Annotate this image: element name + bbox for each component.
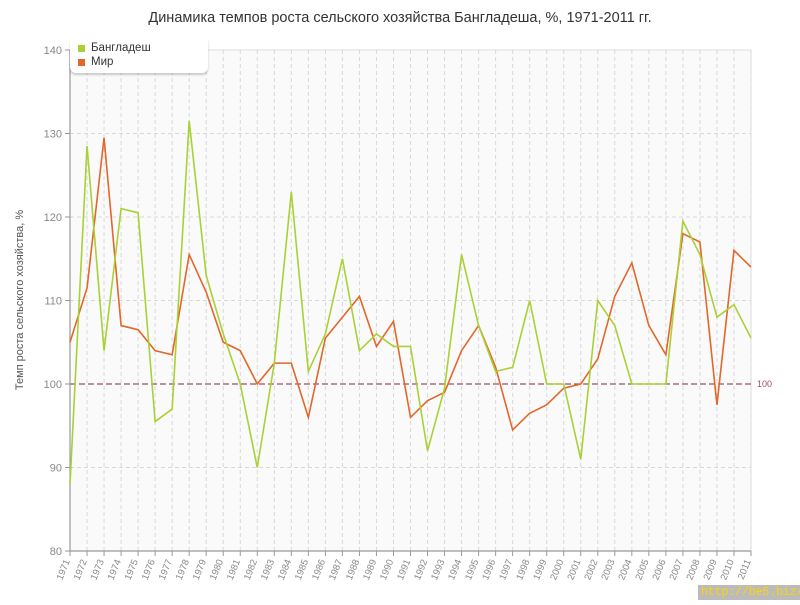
svg-text:1984: 1984 [276, 558, 294, 582]
svg-text:1978: 1978 [174, 558, 192, 582]
svg-text:1997: 1997 [497, 558, 515, 582]
svg-text:1987: 1987 [327, 558, 345, 582]
svg-text:1973: 1973 [89, 558, 107, 582]
svg-text:100: 100 [757, 379, 772, 389]
svg-text:1971: 1971 [55, 558, 73, 582]
svg-text:1976: 1976 [140, 558, 158, 582]
svg-text:130: 130 [44, 129, 62, 141]
svg-text:1994: 1994 [446, 558, 464, 582]
svg-text:2008: 2008 [685, 558, 703, 582]
svg-text:1996: 1996 [480, 558, 498, 582]
svg-text:2007: 2007 [668, 558, 686, 582]
svg-text:140: 140 [44, 45, 62, 57]
svg-text:1988: 1988 [344, 558, 362, 582]
svg-text:1985: 1985 [293, 558, 311, 582]
svg-text:1986: 1986 [310, 558, 328, 582]
svg-text:2011: 2011 [736, 558, 754, 581]
svg-text:2006: 2006 [651, 558, 669, 582]
svg-text:2009: 2009 [702, 558, 720, 582]
svg-text:100: 100 [44, 379, 62, 391]
svg-text:1977: 1977 [157, 558, 175, 582]
svg-text:1975: 1975 [123, 558, 141, 582]
svg-text:1972: 1972 [72, 558, 90, 582]
svg-text:1993: 1993 [429, 558, 447, 582]
svg-text:1974: 1974 [106, 558, 124, 582]
svg-text:1998: 1998 [514, 558, 532, 582]
svg-text:90: 90 [50, 463, 62, 475]
svg-text:1980: 1980 [208, 558, 226, 582]
svg-text:110: 110 [44, 296, 62, 308]
svg-text:1995: 1995 [463, 558, 481, 582]
svg-text:1990: 1990 [378, 558, 396, 582]
svg-text:1991: 1991 [395, 558, 413, 582]
svg-text:1999: 1999 [531, 558, 549, 582]
svg-text:2002: 2002 [582, 558, 600, 582]
svg-text:2010: 2010 [719, 558, 737, 582]
svg-text:2000: 2000 [548, 558, 566, 582]
svg-text:1979: 1979 [191, 558, 209, 582]
svg-text:1989: 1989 [361, 558, 379, 582]
svg-text:2005: 2005 [634, 558, 652, 582]
svg-text:1983: 1983 [259, 558, 277, 582]
svg-text:2003: 2003 [599, 558, 617, 582]
svg-text:1982: 1982 [242, 558, 260, 582]
svg-text:1992: 1992 [412, 558, 430, 582]
svg-text:120: 120 [44, 212, 62, 224]
svg-text:2001: 2001 [565, 558, 583, 582]
svg-text:2004: 2004 [616, 558, 634, 582]
svg-text:80: 80 [50, 546, 62, 558]
svg-text:1981: 1981 [225, 558, 243, 582]
